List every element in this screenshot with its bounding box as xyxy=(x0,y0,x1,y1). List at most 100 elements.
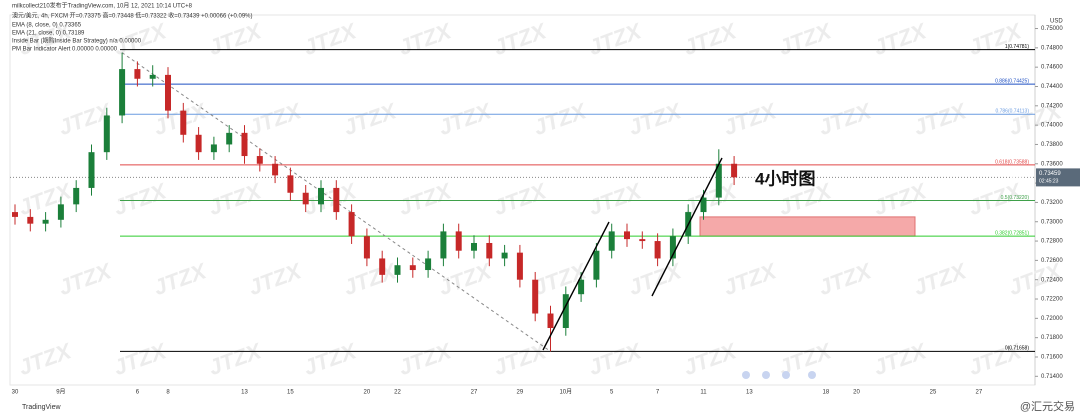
candle-body xyxy=(119,69,126,116)
candle-body xyxy=(715,163,722,198)
candle-body xyxy=(578,279,585,295)
candle-body xyxy=(608,231,615,251)
y-tick-label: 0.75000 xyxy=(1041,26,1063,32)
fib-label: 0.382(0.72851) xyxy=(995,230,1029,236)
candle-body xyxy=(241,132,248,157)
x-tick-label: 20 xyxy=(364,390,371,396)
x-tick-label: 7 xyxy=(656,390,660,396)
y-tick-label: 0.74600 xyxy=(1041,65,1063,71)
y-tick-label: 0.74000 xyxy=(1041,123,1063,129)
candle-body xyxy=(455,231,462,251)
candle-body xyxy=(471,242,477,251)
candle-body xyxy=(165,74,171,111)
header-line: EMA (8, close, 0) 0.73365 xyxy=(12,23,82,29)
x-tick-label: 22 xyxy=(394,390,401,396)
plot: 0.71400 0.71600 0.71800 0.72000 0.72200 0.724… xyxy=(10,26,1080,396)
candle-body xyxy=(562,294,569,329)
candle-body xyxy=(394,265,401,275)
fib-label: 0.5(0.73220) xyxy=(1001,195,1030,201)
last-price-symbol: AUDUSD xyxy=(1012,175,1034,181)
candle-body xyxy=(318,187,324,205)
x-tick-label: 27 xyxy=(976,390,983,396)
y-tick-label: 0.74400 xyxy=(1041,84,1063,90)
candle-body xyxy=(42,219,49,224)
y-tick-label: 0.72200 xyxy=(1041,297,1063,303)
candle-body xyxy=(27,216,34,224)
header-line: 澳元/美元, 4h, FXCM 开=0.73375 高=0.73448 低=0.… xyxy=(12,12,252,20)
candle-body xyxy=(149,74,156,79)
y-tick-label: 0.73000 xyxy=(1041,219,1063,225)
candle-body xyxy=(226,132,233,145)
candle-body xyxy=(272,163,279,176)
candle-body xyxy=(287,175,294,193)
y-tick-label: 0.71600 xyxy=(1041,355,1063,361)
x-tick-label: 5 xyxy=(610,390,614,396)
candle-body xyxy=(532,279,539,314)
annotation: 4小时图 xyxy=(755,169,815,188)
x-tick-label: 30 xyxy=(12,390,19,396)
fib-label: 0.618(0.73588) xyxy=(995,159,1029,165)
y-tick-label: 0.71400 xyxy=(1041,374,1063,380)
candle-body xyxy=(731,163,738,178)
y-tick-label: 0.74200 xyxy=(1041,103,1063,109)
fib-label: 0.786(0.74113) xyxy=(995,109,1029,115)
candle-body xyxy=(348,212,355,237)
trend-line xyxy=(651,157,723,297)
candle-body xyxy=(700,197,707,213)
candle-body xyxy=(486,242,493,259)
axis-unit: USD xyxy=(1050,19,1063,25)
header-line: PM Bar Indicator Alert 0.00000 0.00000 xyxy=(12,47,118,53)
candle-body xyxy=(501,252,508,259)
event-icon xyxy=(742,371,750,379)
x-tick-label: 29 xyxy=(517,390,524,396)
fib-label: 1(0.74781) xyxy=(1005,44,1030,50)
candle-body xyxy=(57,204,64,220)
x-tick-label: 8 xyxy=(166,390,170,396)
candle-body xyxy=(12,212,18,217)
x-tick-label: 18 xyxy=(823,390,830,396)
candle-body xyxy=(302,192,309,205)
x-tick-label: 13 xyxy=(746,390,753,396)
candle-body xyxy=(379,258,386,275)
y-tick-label: 0.73600 xyxy=(1041,161,1063,167)
candle-body xyxy=(134,69,141,79)
y-tick-label: 0.73200 xyxy=(1041,200,1063,206)
x-tick-label: 15 xyxy=(287,390,294,396)
candle-body xyxy=(210,144,217,153)
candle-body xyxy=(547,313,554,329)
fib-label: 0(0.71658) xyxy=(1005,346,1030,352)
candle-body xyxy=(195,134,202,153)
candle-body xyxy=(103,115,110,153)
fib-label: 0.886(0.74425) xyxy=(995,78,1029,84)
y-tick-label: 0.72800 xyxy=(1041,239,1063,245)
x-tick-label: 11 xyxy=(700,390,707,396)
y-tick-label: 0.72400 xyxy=(1041,277,1063,283)
x-tick-label: 20 xyxy=(853,390,860,396)
y-tick-label: 0.72600 xyxy=(1041,258,1063,264)
candle-body xyxy=(669,236,676,259)
candle-body xyxy=(425,258,432,271)
header-line: Inside Bar (期购Inside Bar Strategy) n/a 0… xyxy=(12,37,142,45)
candle-body xyxy=(363,236,370,259)
candle-body xyxy=(256,156,263,164)
x-tick-label: 9月 xyxy=(56,389,65,396)
zone xyxy=(699,216,916,237)
candle-body xyxy=(593,250,600,280)
last-price-box xyxy=(1036,168,1080,187)
x-tick-label: 6 xyxy=(136,390,140,396)
trend-line xyxy=(542,221,610,351)
candle-body xyxy=(516,252,523,280)
candle-body xyxy=(73,187,80,205)
x-tick-label: 27 xyxy=(471,390,478,396)
header-line: EMA (21, close, 0) 0.73189 xyxy=(12,31,85,37)
last-price-value: 0.73459 xyxy=(1039,171,1061,177)
last-price-countdown: 02:45:23 xyxy=(1039,179,1059,185)
x-tick-label: 13 xyxy=(241,390,248,396)
credit: @汇元交易 xyxy=(1020,399,1075,413)
candle-body xyxy=(409,265,416,271)
candle-body xyxy=(180,110,187,135)
candle-body xyxy=(333,187,340,213)
header-line: milkcollect210发布于TradingView.com, 10月 12… xyxy=(12,2,193,10)
